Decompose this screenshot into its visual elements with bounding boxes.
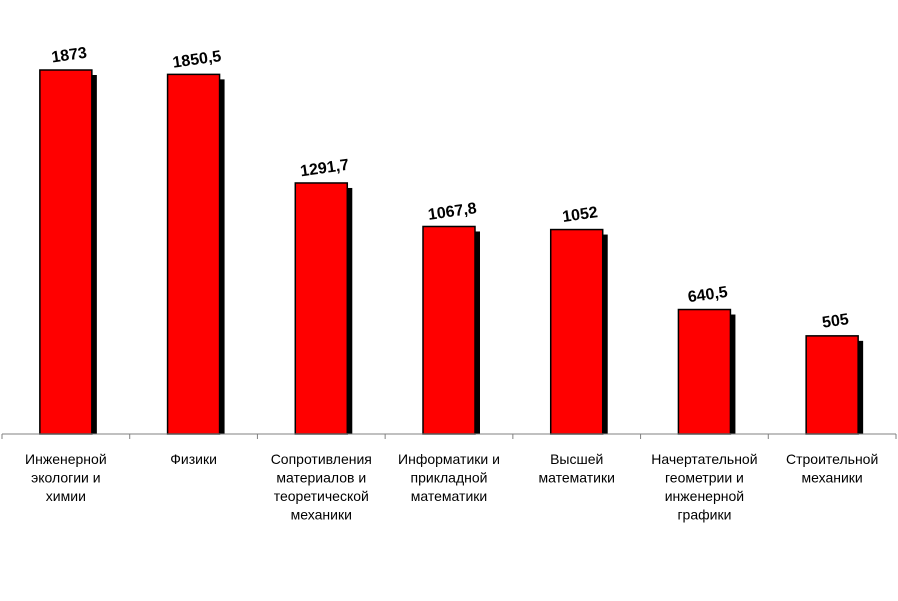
bar [549,228,604,435]
bar-value-label: 1873 [50,45,88,67]
category-label: Сопротивления материалов и теоретической ме… [271,451,372,523]
category-label-line: графики [677,507,731,523]
bar-value-label: 1067,8 [427,200,478,224]
category-label-line: химии [46,488,86,504]
bar-value-label: 1850,5 [172,48,223,72]
category-label: Физики [170,451,217,467]
value-labels: 1873 1850,5 1291,7 1067,8 1052 640,5 505 [50,45,850,332]
bar [677,308,732,435]
category-label-line: Строительной [786,451,878,467]
bar [39,69,93,435]
bar-value-label: 1291,7 [299,157,350,181]
bar [805,335,859,435]
category-label: Инженерной экологии и химии [25,451,107,504]
category-label-line: теоретической [274,488,369,504]
category-label: Начертательной геометрии и инженерной графи… [651,451,757,523]
category-label-line: Начертательной [651,451,757,467]
category-label-line: Информатики и [398,451,500,467]
category-label-line: Инженерной [25,451,107,467]
category-label-line: математики [411,488,487,504]
bar-value-label: 1052 [561,204,599,226]
category-label-line: механики [802,470,863,486]
category-label-line: математики [538,470,614,486]
category-label-line: Высшей [550,451,603,467]
bar [294,182,349,435]
category-labels: Инженерной экологии и химии Физики Сопротивл… [25,451,878,523]
category-label-line: Сопротивления [271,451,372,467]
category-label-line: прикладной [411,470,488,486]
category-label: Высшей математики [538,451,614,486]
category-label-line: материалов и [276,470,366,486]
category-label-line: экологии и [31,470,100,486]
category-label-line: инженерной [665,488,744,504]
bar [166,73,221,435]
category-label-line: Физики [170,451,217,467]
bar-value-label: 640,5 [687,284,729,306]
category-label-line: геометрии и [665,470,744,486]
x-axis-ticks [1,434,897,439]
bar-value-label: 505 [821,311,850,332]
category-label: Строительной механики [786,451,878,486]
category-label: Информатики и прикладной математики [398,451,500,504]
bar [422,225,476,435]
bars-layer [39,69,864,435]
category-label-line: механики [291,507,352,523]
